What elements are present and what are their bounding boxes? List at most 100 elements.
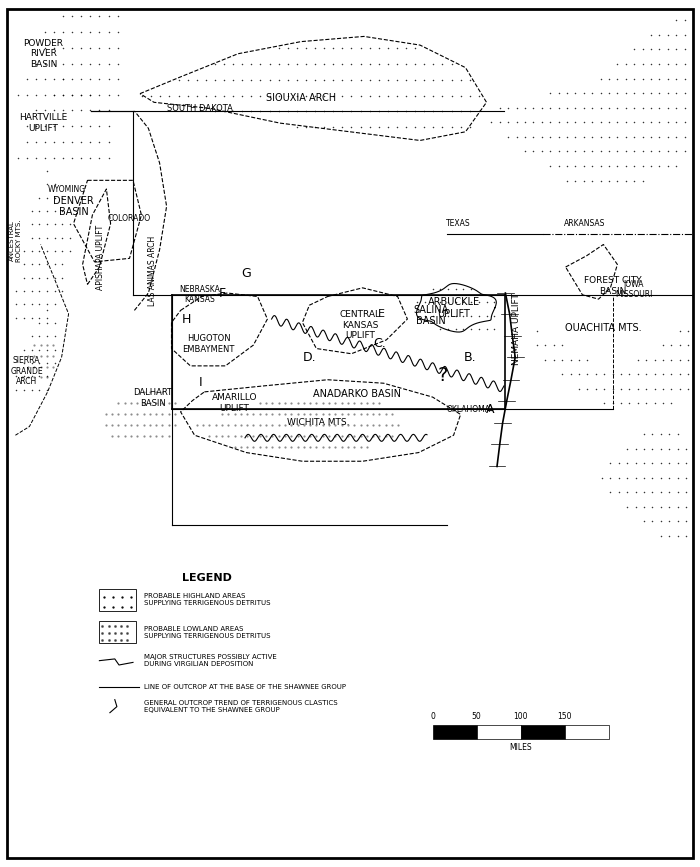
Point xyxy=(553,130,564,144)
Point xyxy=(94,88,105,102)
Point xyxy=(34,231,45,244)
Point xyxy=(410,105,421,119)
Point xyxy=(273,429,284,443)
Point xyxy=(48,103,60,117)
Point xyxy=(655,529,666,543)
Point xyxy=(649,368,660,381)
Point xyxy=(605,456,616,470)
Point xyxy=(654,130,665,144)
Point xyxy=(612,101,623,114)
Point xyxy=(435,323,446,336)
Point xyxy=(540,353,551,367)
Point xyxy=(330,429,341,443)
Point xyxy=(630,500,641,514)
Point xyxy=(666,353,677,367)
Point xyxy=(632,396,643,410)
Point xyxy=(361,440,372,453)
Point xyxy=(292,429,303,443)
Point xyxy=(26,356,37,370)
Point xyxy=(318,73,330,87)
Point xyxy=(645,86,657,100)
Point xyxy=(664,486,675,499)
Point xyxy=(428,73,439,87)
Point xyxy=(85,10,96,23)
Point xyxy=(57,284,68,298)
Point xyxy=(228,73,239,87)
Text: 0: 0 xyxy=(430,712,435,720)
Point xyxy=(41,244,52,258)
Point xyxy=(291,121,302,134)
Point xyxy=(112,88,123,102)
Point xyxy=(336,407,347,421)
Point xyxy=(173,73,184,87)
Point xyxy=(103,103,114,117)
Point xyxy=(573,353,584,367)
Point xyxy=(48,119,60,133)
Point xyxy=(336,429,347,443)
Point xyxy=(503,101,514,114)
Point xyxy=(337,57,348,71)
Point xyxy=(674,353,685,367)
Point xyxy=(318,121,330,134)
Point xyxy=(455,88,466,102)
Point xyxy=(246,73,257,87)
Text: CENTRAL
KANSAS
UPLIFT: CENTRAL KANSAS UPLIFT xyxy=(340,310,381,340)
Point xyxy=(112,73,123,87)
Point xyxy=(361,396,372,410)
Point xyxy=(30,119,41,133)
Point xyxy=(645,130,657,144)
Text: POWDER
RIVER
BASIN: POWDER RIVER BASIN xyxy=(23,39,64,68)
Point xyxy=(654,42,665,56)
Point xyxy=(672,456,683,470)
Point xyxy=(672,441,683,455)
Point xyxy=(64,244,76,258)
Point xyxy=(10,311,22,325)
Point xyxy=(173,88,184,102)
Point xyxy=(182,73,193,87)
Point xyxy=(446,73,457,87)
Point xyxy=(679,13,690,27)
Point xyxy=(435,296,446,310)
Point xyxy=(57,103,69,117)
Point xyxy=(29,370,40,384)
Point xyxy=(330,396,341,410)
Point xyxy=(612,86,623,100)
Point xyxy=(298,440,309,453)
Point xyxy=(671,115,682,129)
Point xyxy=(620,145,631,159)
Point xyxy=(150,385,162,399)
Point xyxy=(649,381,660,395)
Point xyxy=(629,173,640,187)
Point xyxy=(223,429,234,443)
Point xyxy=(679,72,690,86)
Point xyxy=(368,418,379,432)
Point xyxy=(671,130,682,144)
Point xyxy=(412,296,423,310)
Point xyxy=(57,151,69,165)
Point xyxy=(323,407,335,421)
Point xyxy=(548,353,559,367)
Point xyxy=(419,88,430,102)
Point xyxy=(264,57,275,71)
Point xyxy=(282,57,293,71)
Point xyxy=(311,440,322,453)
Point xyxy=(657,381,668,395)
Point xyxy=(679,115,690,129)
Point xyxy=(103,73,114,87)
Point xyxy=(458,282,469,296)
Point xyxy=(49,204,60,218)
Point xyxy=(674,368,685,381)
Point xyxy=(57,218,68,231)
Point xyxy=(85,151,96,165)
Point xyxy=(48,135,60,149)
Text: KANSAS: KANSAS xyxy=(184,296,215,304)
Point xyxy=(169,418,181,432)
Point xyxy=(34,257,45,271)
Point xyxy=(364,105,375,119)
Point xyxy=(346,121,357,134)
Point xyxy=(48,41,60,55)
Point xyxy=(435,309,446,323)
Point xyxy=(85,103,96,117)
Point xyxy=(246,57,257,71)
Point xyxy=(612,57,623,71)
